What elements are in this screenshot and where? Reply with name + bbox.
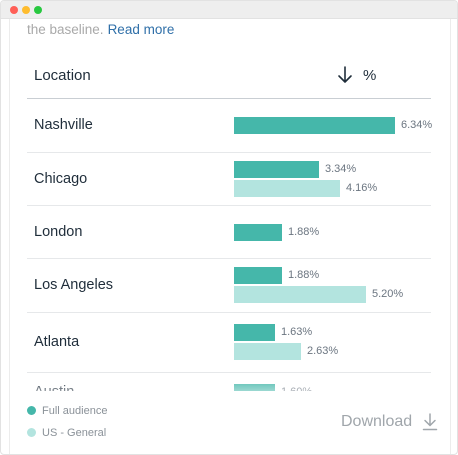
- row-location-label: Atlanta: [34, 334, 80, 350]
- location-panel: the baseline. Read more Location % Nashvi…: [9, 19, 451, 454]
- us-general-bar: [234, 180, 340, 197]
- full-audience-value: 6.34%: [401, 119, 433, 131]
- full-audience-bar: [234, 117, 395, 134]
- download-icon[interactable]: [422, 413, 438, 431]
- minimize-window-button[interactable]: [22, 6, 30, 14]
- table-header: Location %: [27, 65, 431, 99]
- row-location-label: Chicago: [34, 171, 88, 187]
- table-row: Nashville 6.34%: [27, 99, 433, 153]
- row-location-label: London: [34, 224, 83, 240]
- full-audience-value: 3.34%: [325, 163, 357, 175]
- chart-footer: Full audience US - General Download: [10, 391, 450, 454]
- legend-full-audience: Full audience: [27, 405, 107, 417]
- percent-column-header[interactable]: %: [363, 67, 377, 84]
- legend-label-us: US - General: [42, 427, 107, 439]
- read-more-link[interactable]: Read more: [107, 22, 175, 37]
- window-titlebar: [1, 1, 457, 19]
- location-column-header[interactable]: Location: [34, 67, 91, 84]
- full-audience-bar: [234, 267, 282, 284]
- table-row: Atlanta 1.63% 2.63%: [27, 313, 431, 373]
- table-row: London 1.88%: [27, 206, 431, 259]
- us-general-bar: [234, 286, 366, 303]
- legend-dot-full: [27, 406, 36, 415]
- close-window-button[interactable]: [10, 6, 18, 14]
- us-general-value: 2.63%: [307, 345, 339, 357]
- table-row: Chicago 3.34% 4.16%: [27, 153, 431, 206]
- arrow-down-icon[interactable]: [337, 66, 353, 84]
- table-row: Los Angeles 1.88% 5.20%: [27, 259, 431, 313]
- full-audience-value: 1.88%: [288, 226, 320, 238]
- legend-us-general: US - General: [27, 427, 106, 439]
- full-audience-bar: [234, 224, 282, 241]
- row-location-label: Nashville: [34, 117, 93, 133]
- full-audience-bar: [234, 324, 275, 341]
- legend-label-full: Full audience: [42, 405, 108, 417]
- maximize-window-button[interactable]: [34, 6, 42, 14]
- legend-dot-us: [27, 428, 36, 437]
- row-location-label: Los Angeles: [34, 277, 114, 293]
- full-audience-value: 1.88%: [288, 269, 320, 281]
- us-general-value: 4.16%: [346, 182, 378, 194]
- full-audience-bar: [234, 161, 319, 178]
- us-general-value: 5.20%: [372, 288, 404, 300]
- intro-sentence: the baseline.: [27, 22, 104, 37]
- intro-text: the baseline. Read more: [27, 22, 174, 37]
- full-audience-value: 1.63%: [281, 326, 313, 338]
- us-general-bar: [234, 343, 301, 360]
- download-button[interactable]: Download: [341, 413, 413, 430]
